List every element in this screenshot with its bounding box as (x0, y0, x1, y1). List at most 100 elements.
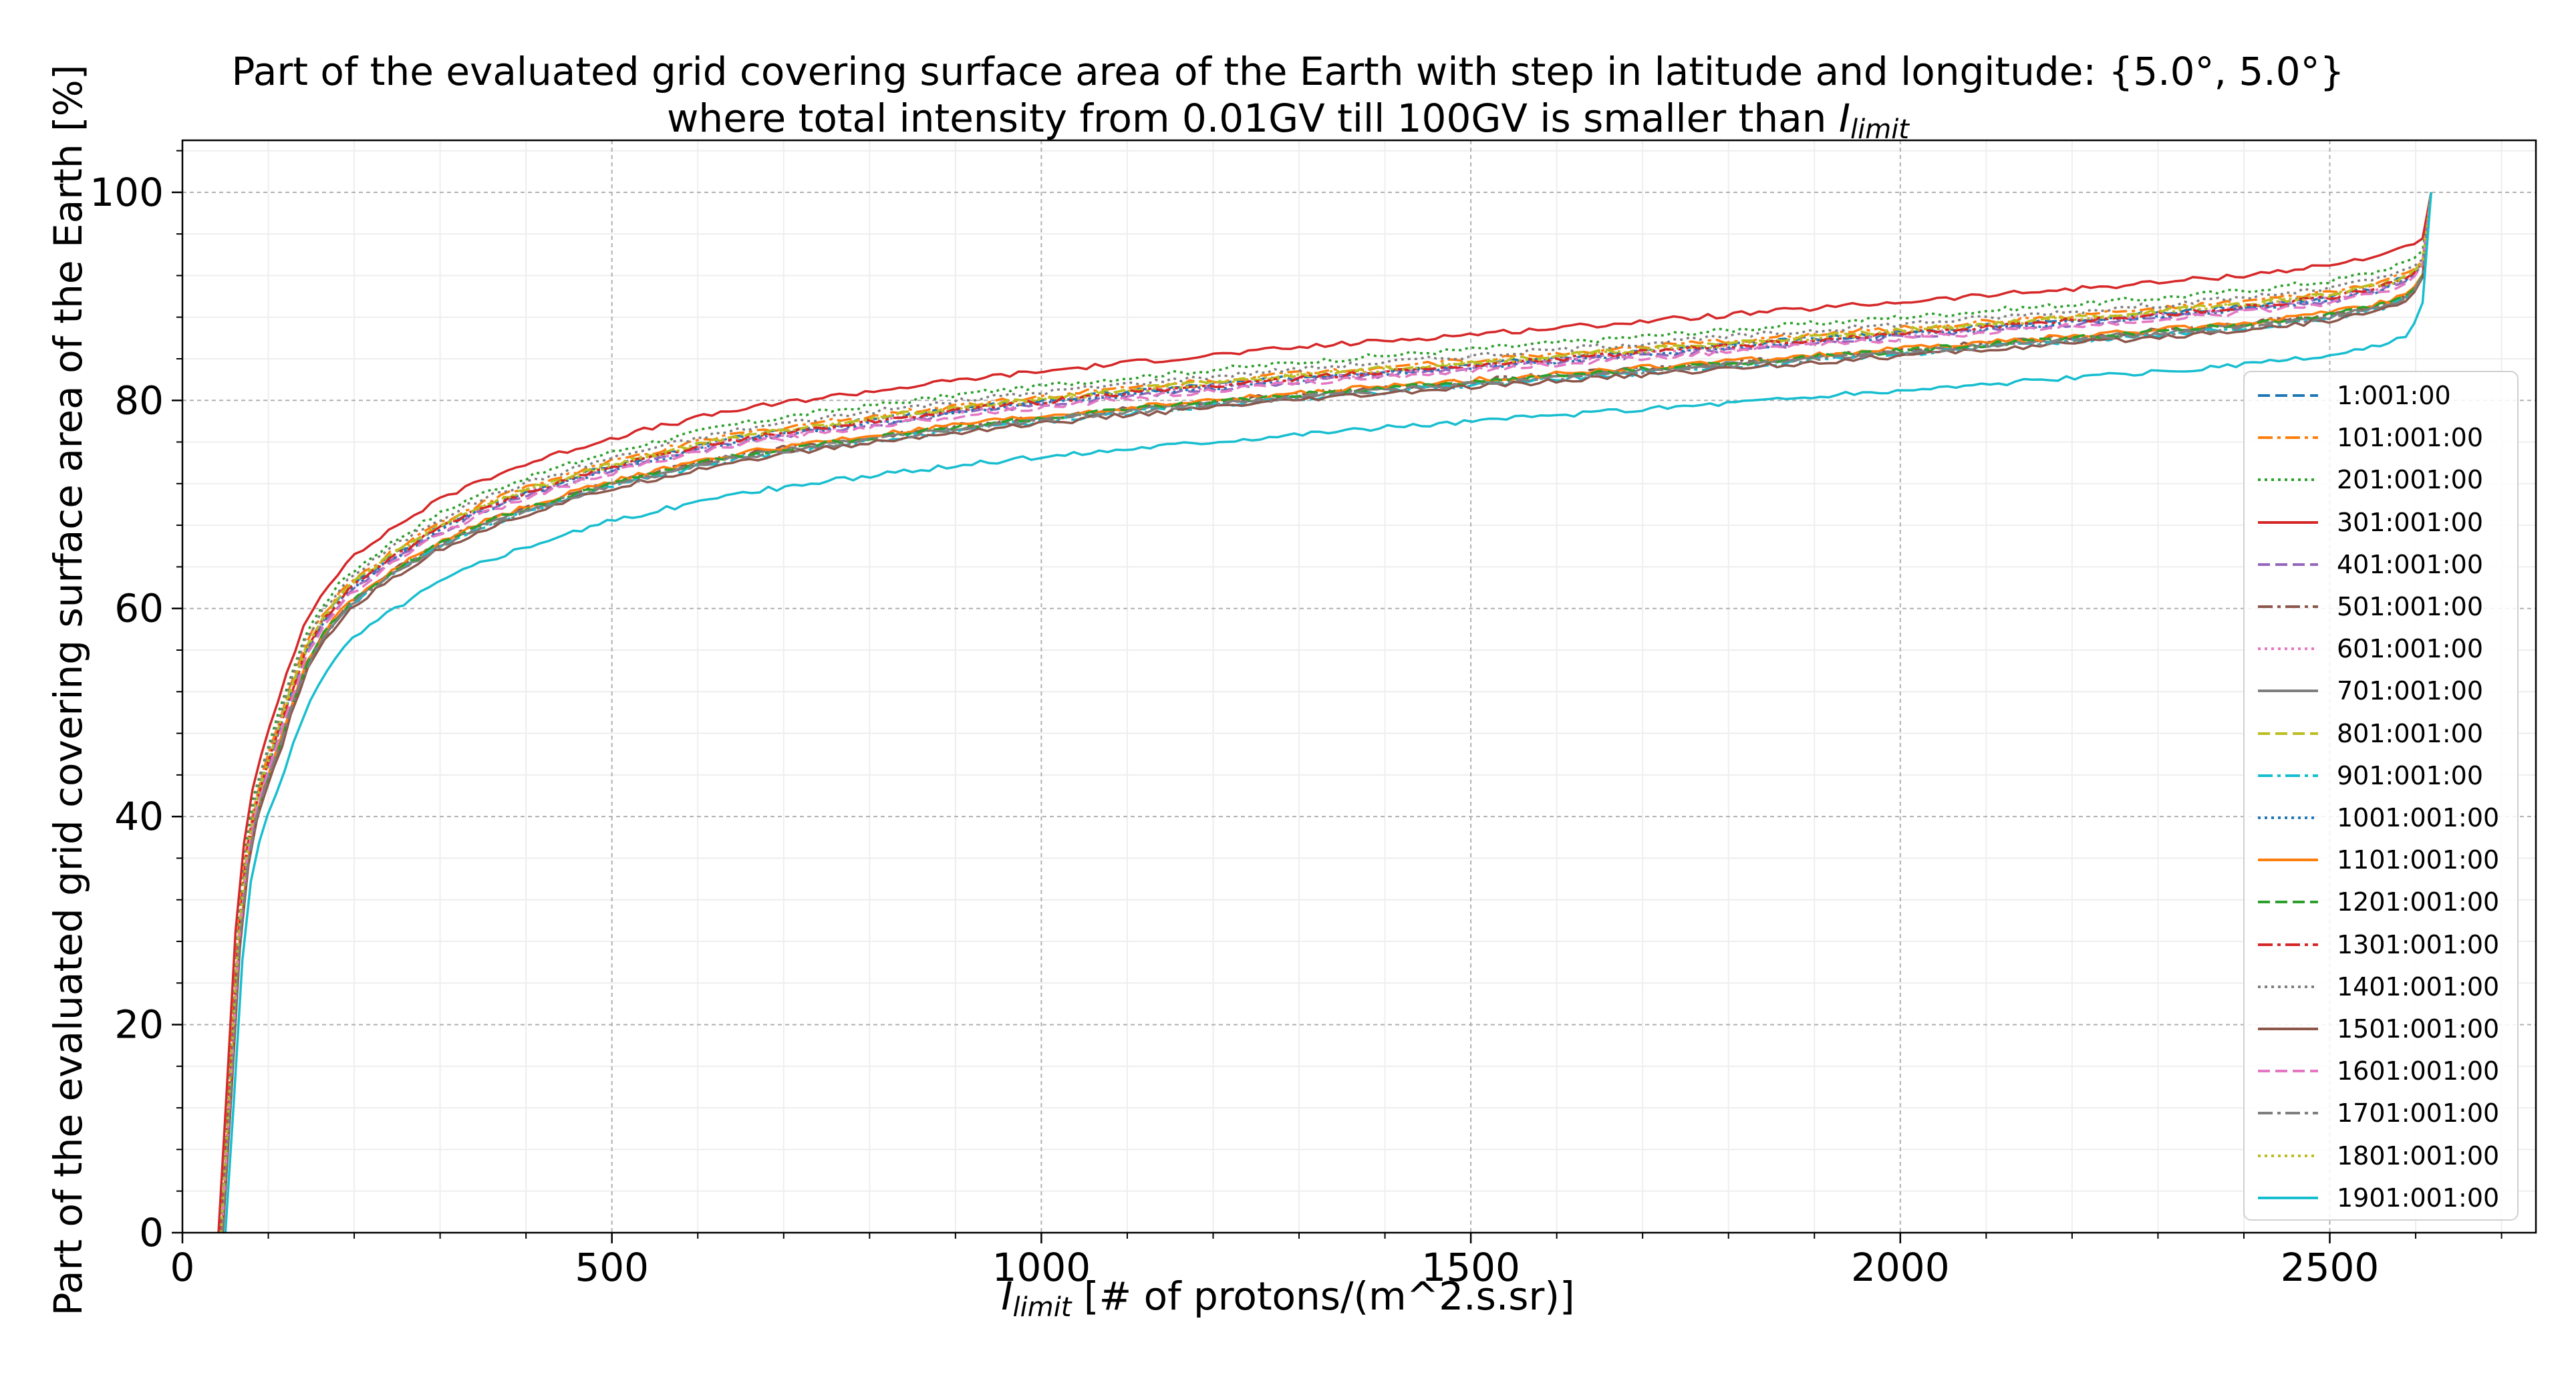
x-axis-label-symbol: I (1001, 1273, 1013, 1319)
legend-swatch (2258, 520, 2318, 524)
series-line-3 (218, 192, 2432, 1233)
legend-item: 1301:001:00 (2258, 928, 2499, 961)
x-axis-label-units: [# of protons/(m^2.s.sr)] (1071, 1273, 1575, 1319)
plot-frame (181, 139, 2537, 1234)
y-tick-label: 60 (114, 586, 164, 631)
x-axis-label-subscript: limit (1012, 1292, 1072, 1323)
legend-item: 1501:001:00 (2258, 1012, 2499, 1046)
legend-swatch (2258, 901, 2318, 904)
legend-swatch (2258, 859, 2318, 862)
legend-item: 101:001:00 (2258, 421, 2483, 454)
series-line-4 (217, 192, 2432, 1233)
x-tick-label: 0 (170, 1245, 195, 1290)
legend-swatch (2258, 563, 2318, 566)
series-line-15 (219, 192, 2432, 1233)
chart-title-line-2-text: where total intensity from 0.01GV till 1… (667, 96, 1839, 141)
legend-label: 1101:001:00 (2337, 845, 2500, 875)
legend-item: 1701:001:00 (2258, 1096, 2499, 1130)
x-axis-label: Ilimit [# of protons/(m^2.s.sr)] (0, 1273, 2576, 1331)
series-line-18 (221, 192, 2432, 1233)
legend-swatch (2258, 1028, 2318, 1030)
legend-label: 101:001:00 (2337, 423, 2484, 453)
legend-label: 401:001:00 (2337, 549, 2484, 579)
x-axis-ticks: 0 500 1000 1500 2000 2500 (170, 1233, 2502, 1290)
legend-swatch (2258, 985, 2318, 988)
legend-item: 801:001:00 (2258, 717, 2483, 750)
legend-label: 701:001:00 (2337, 676, 2484, 706)
y-tick-label: 0 (139, 1210, 164, 1255)
legend-swatch (2258, 943, 2318, 946)
x-tick-label: 500 (575, 1245, 649, 1290)
legend-swatch (2258, 690, 2318, 693)
x-tick-label: 1000 (992, 1245, 1091, 1290)
legend-item: 701:001:00 (2258, 674, 2483, 708)
legend-label: 901:001:00 (2337, 760, 2484, 790)
y-tick-label: 80 (114, 377, 164, 423)
legend-item: 401:001:00 (2258, 548, 2483, 581)
legend-item: 901:001:00 (2258, 759, 2483, 792)
chart-title-subscript: limit (1850, 114, 1909, 145)
legend-label: 1801:001:00 (2337, 1140, 2500, 1171)
legend-item: 1601:001:00 (2258, 1054, 2499, 1088)
legend-swatch (2258, 774, 2318, 777)
legend-label: 1401:001:00 (2337, 971, 2500, 1002)
legend-label: 801:001:00 (2337, 718, 2484, 748)
legend-label: 1501:001:00 (2337, 1014, 2500, 1044)
legend-swatch (2258, 1112, 2318, 1115)
legend-label: 1:001:00 (2337, 381, 2451, 410)
series-line-19 (220, 192, 2432, 1233)
legend-swatch (2258, 394, 2318, 397)
series-lines (217, 192, 2432, 1233)
series-line-13 (221, 192, 2432, 1233)
legend-item: 1101:001:00 (2258, 843, 2499, 877)
legend: 1:001:00 101:001:00 201:001:00 301:001:00 40… (2243, 371, 2519, 1221)
legend-item: 1401:001:00 (2258, 970, 2499, 1004)
legend-label: 1901:001:00 (2337, 1183, 2500, 1213)
y-axis-label: Part of the evaluated grid covering surf… (45, 64, 91, 1316)
legend-swatch (2258, 436, 2318, 440)
series-line-14 (220, 192, 2432, 1233)
legend-swatch (2258, 732, 2318, 735)
chart-title-symbol: I (1838, 96, 1850, 141)
legend-label: 501:001:00 (2337, 592, 2484, 621)
legend-label: 601:001:00 (2337, 634, 2484, 664)
legend-label: 1001:001:00 (2337, 803, 2500, 832)
chart-title-line-2: where total intensity from 0.01GV till 1… (0, 95, 2576, 153)
x-tick-label: 2500 (2281, 1245, 2380, 1290)
legend-swatch (2258, 816, 2318, 819)
legend-swatch (2258, 605, 2318, 608)
legend-label: 1601:001:00 (2337, 1056, 2500, 1086)
legend-item: 301:001:00 (2258, 506, 2483, 539)
legend-label: 201:001:00 (2337, 465, 2484, 495)
legend-swatch (2258, 1070, 2318, 1073)
legend-item: 201:001:00 (2258, 463, 2483, 496)
y-tick-label: 20 (114, 1002, 164, 1048)
x-tick-label: 1500 (1421, 1245, 1520, 1290)
y-tick-label: 40 (114, 794, 164, 839)
x-tick-label: 2000 (1851, 1245, 1950, 1290)
legend-swatch (2258, 1196, 2318, 1199)
series-line-16 (221, 192, 2432, 1233)
legend-label: 1201:001:00 (2337, 887, 2500, 917)
legend-item: 501:001:00 (2258, 590, 2483, 623)
legend-swatch (2258, 478, 2318, 482)
legend-item: 1001:001:00 (2258, 801, 2499, 834)
legend-label: 1301:001:00 (2337, 929, 2500, 959)
legend-item: 1:001:00 (2258, 379, 2451, 412)
chart-title-line-1: Part of the evaluated grid covering surf… (231, 49, 2345, 94)
y-tick-label: 100 (90, 170, 164, 215)
legend-swatch (2258, 647, 2318, 651)
legend-item: 1901:001:00 (2258, 1181, 2499, 1215)
series-line-20 (224, 192, 2432, 1233)
series-line-17 (221, 192, 2432, 1233)
minor-grid (182, 140, 2536, 1233)
legend-label: 301:001:00 (2337, 507, 2484, 537)
legend-item: 1201:001:00 (2258, 885, 2499, 919)
y-axis-ticks: 0 20 40 60 80 100 (90, 150, 182, 1255)
legend-swatch (2258, 1154, 2318, 1157)
plot-background (182, 140, 2536, 1233)
legend-item: 601:001:00 (2258, 632, 2483, 665)
legend-item: 1801:001:00 (2258, 1139, 2499, 1173)
legend-label: 1701:001:00 (2337, 1098, 2500, 1128)
